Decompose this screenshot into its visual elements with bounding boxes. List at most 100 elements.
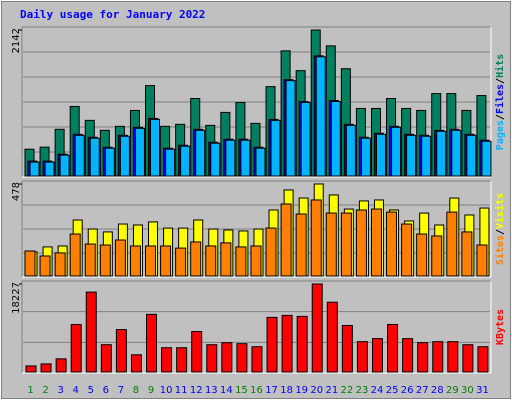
bar <box>190 241 202 277</box>
bar <box>345 124 356 177</box>
bar <box>114 239 126 277</box>
bar <box>461 231 473 277</box>
legend-entry: Pages <box>495 120 506 150</box>
bar <box>462 344 474 373</box>
bar <box>447 341 459 373</box>
bar <box>220 242 232 277</box>
bar <box>221 342 233 373</box>
bar <box>99 244 111 277</box>
bar <box>54 252 66 277</box>
bar <box>326 301 338 373</box>
bar <box>436 130 447 177</box>
legend-entry: Files <box>494 84 506 114</box>
bar <box>145 245 157 277</box>
bar <box>235 246 247 277</box>
bar <box>432 341 444 373</box>
bar <box>29 161 40 177</box>
bar <box>146 313 158 373</box>
y-tick-label: 2142 <box>11 28 22 53</box>
legend-separator: / <box>495 78 506 84</box>
legend-entry: Sites <box>494 235 506 265</box>
bar <box>130 354 142 373</box>
bar <box>476 244 488 277</box>
bar <box>311 283 323 373</box>
bar <box>270 119 281 177</box>
x-tick-label: 5 <box>88 385 94 396</box>
bar <box>401 223 413 277</box>
bar <box>180 145 191 177</box>
bar <box>280 203 292 277</box>
legend: Pages/Files/Hits <box>494 54 506 150</box>
legend-entry: Hits <box>494 54 506 78</box>
bar <box>119 135 130 177</box>
x-tick-label: 1 <box>27 385 33 396</box>
x-tick-label: 12 <box>190 385 203 396</box>
x-tick-label: 31 <box>476 385 489 396</box>
bar <box>386 211 398 277</box>
bar <box>206 344 218 373</box>
bar <box>175 247 187 277</box>
legend-separator: / <box>495 114 506 120</box>
bar <box>70 323 82 373</box>
bar <box>387 323 399 373</box>
bar <box>310 199 322 277</box>
bar <box>295 213 307 277</box>
bar <box>89 137 100 177</box>
bar <box>451 129 462 177</box>
bar <box>161 347 173 373</box>
x-tick-label: 15 <box>235 385 248 396</box>
x-tick-label: 17 <box>265 385 278 396</box>
bar <box>250 245 262 277</box>
bar <box>69 233 81 277</box>
bar <box>375 133 386 177</box>
x-tick-label: 10 <box>160 385 173 396</box>
bar <box>371 338 383 373</box>
bar <box>481 140 492 177</box>
bar <box>325 212 337 277</box>
bar <box>240 139 251 177</box>
x-tick-label: 14 <box>220 385 233 396</box>
bar <box>391 126 402 177</box>
bar <box>104 147 115 177</box>
bar <box>165 148 176 177</box>
x-tick-label: 20 <box>310 385 323 396</box>
bar <box>477 346 489 373</box>
bar <box>210 142 221 177</box>
bar <box>370 208 382 277</box>
bar <box>24 250 36 277</box>
bar <box>134 127 145 177</box>
legend: Sites/Visits <box>494 193 506 265</box>
bar <box>39 255 51 277</box>
bar <box>129 245 141 277</box>
x-tick-label: 30 <box>461 385 474 396</box>
bar <box>266 316 278 373</box>
legend: KBytes <box>495 309 506 345</box>
x-tick-label: 3 <box>57 385 63 396</box>
bar <box>285 80 296 177</box>
bar <box>406 134 417 177</box>
x-tick-label: 21 <box>325 385 338 396</box>
x-tick-label: 22 <box>341 385 354 396</box>
x-tick-label: 7 <box>118 385 124 396</box>
legend-entry: Visits <box>494 193 506 229</box>
x-tick-label: 24 <box>371 385 384 396</box>
x-tick-label: 29 <box>446 385 459 396</box>
x-tick-label: 6 <box>103 385 109 396</box>
x-tick-label: 28 <box>431 385 444 396</box>
bar <box>236 343 248 373</box>
bar <box>84 243 96 277</box>
legend-entry: KBytes <box>495 309 506 345</box>
legend-separator: / <box>495 229 506 235</box>
bar <box>431 235 443 277</box>
bar <box>160 245 172 277</box>
bar <box>446 211 458 277</box>
bar <box>281 314 293 373</box>
x-tick-label: 25 <box>386 385 399 396</box>
bar <box>176 347 188 373</box>
bar <box>341 324 353 373</box>
y-tick-label: 18227 <box>11 282 22 314</box>
bar <box>100 344 112 373</box>
